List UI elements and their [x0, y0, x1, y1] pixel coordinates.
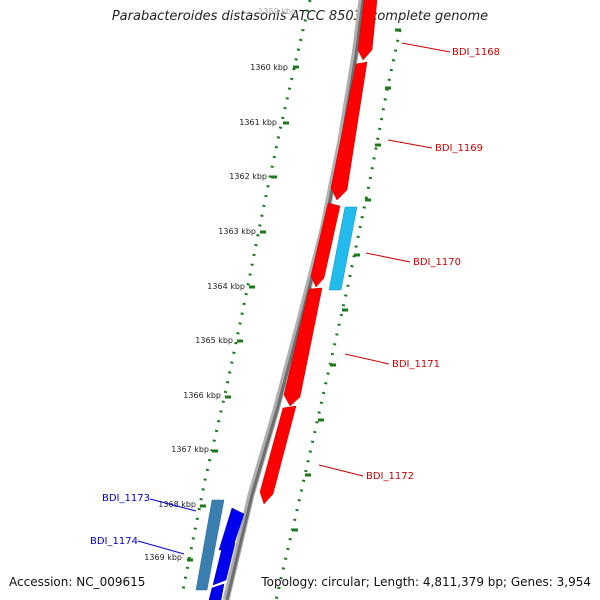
gene-label-bdi-1169[interactable]: BDI_1169 — [435, 143, 483, 154]
kbp-label: 1369 kbp — [144, 553, 182, 562]
gene-label-group: BDI_1168 BDI_1169 BDI_1170 BDI_1171 BDI_… — [90, 47, 500, 547]
kbp-label: 1365 kbp — [195, 336, 233, 345]
kbp-label: 1360 kbp — [250, 63, 288, 72]
connector-bdi-1171 — [344, 353, 390, 365]
genome-backbone — [222, 0, 366, 600]
connector-bdi-1173 — [149, 498, 197, 512]
kbp-label: 1359 kbp — [258, 7, 296, 16]
gene-bdi-1174c-arrow[interactable] — [208, 583, 225, 600]
gene-label-bdi-1168[interactable]: BDI_1168 — [452, 47, 500, 58]
accession-label: Accession: NC_009615 — [9, 575, 146, 589]
connector-bdi-1169 — [387, 139, 433, 149]
kbp-label: 1362 kbp — [229, 172, 267, 181]
inner-dotted-ring — [181, 0, 312, 591]
gene-label-bdi-1173[interactable]: BDI_1173 — [102, 493, 150, 504]
outer-dotted-ring — [274, 29, 402, 600]
outer-tick-group — [292, 28, 401, 532]
connector-bdi-1168 — [401, 42, 451, 53]
gene-bdi-1174b-arrow[interactable] — [212, 542, 236, 586]
map-title: Parabacteroides distasonis ATCC 8503, co… — [111, 9, 489, 24]
forward-gene-track — [259, 0, 378, 505]
gene-label-bdi-1171[interactable]: BDI_1171 — [392, 359, 440, 370]
kbp-label-group: 1359 kbp 1360 kbp 1361 kbp 1362 kbp 1363… — [144, 7, 296, 562]
kbp-label: 1361 kbp — [239, 118, 277, 127]
kbp-label: 1363 kbp — [218, 227, 256, 236]
inner-tick-group — [187, 65, 299, 562]
gene-bdi-1173-arrow[interactable] — [195, 499, 225, 591]
kbp-label: 1367 kbp — [171, 445, 209, 454]
gene-bdi-1171-arrow[interactable] — [310, 202, 341, 288]
reverse-gene-track — [195, 499, 245, 600]
gene-bdi-1172-arrow[interactable] — [259, 405, 297, 505]
label-connector-group — [137, 42, 451, 555]
kbp-label: 1368 kbp — [158, 500, 196, 509]
connector-bdi-1170 — [365, 252, 411, 263]
connector-bdi-1174 — [137, 540, 185, 555]
gene-bdi-1169-arrow[interactable] — [330, 61, 368, 201]
gene-bdi-1168-arrow[interactable] — [357, 0, 378, 61]
gene-label-bdi-1172[interactable]: BDI_1172 — [366, 471, 414, 482]
kbp-label: 1366 kbp — [183, 391, 221, 400]
gene-label-bdi-1170[interactable]: BDI_1170 — [413, 257, 461, 268]
genome-backbone-core — [225, 0, 365, 600]
genome-summary-label: Topology: circular; Length: 4,811,379 bp… — [261, 575, 591, 589]
gene-bdi-1170-arrow[interactable] — [328, 206, 358, 291]
kbp-label: 1364 kbp — [207, 282, 245, 291]
gene-bdi-1171b-arrow[interactable] — [283, 287, 323, 407]
gene-label-bdi-1174[interactable]: BDI_1174 — [90, 536, 138, 547]
connector-bdi-1172 — [318, 464, 364, 477]
